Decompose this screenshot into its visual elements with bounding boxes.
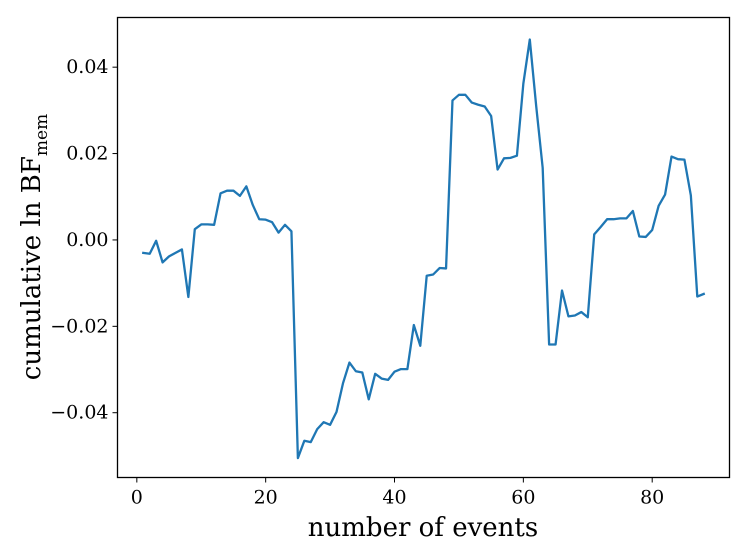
x-tick-label: 0 bbox=[131, 487, 143, 509]
x-axis-label: number of events bbox=[308, 513, 538, 543]
svg-text:cumulative ln BFmem: cumulative ln BFmem bbox=[17, 114, 52, 380]
y-tick-label: −0.02 bbox=[50, 315, 108, 337]
y-axis-label-main: cumulative ln BF bbox=[17, 156, 47, 380]
y-axis-label: cumulative ln BFmem bbox=[17, 114, 52, 380]
axis-ticks: 0 20 40 60 80 −0.04 −0.02 0.00 0.02 0.04 bbox=[50, 56, 664, 508]
plot-frame bbox=[116, 16, 731, 479]
y-tick-label: 0.00 bbox=[66, 229, 108, 251]
y-tick-label: 0.02 bbox=[66, 143, 108, 165]
x-tick-label: 80 bbox=[640, 487, 664, 509]
series-line-0 bbox=[141, 38, 706, 460]
x-tick-label: 40 bbox=[382, 487, 406, 509]
y-tick-label: −0.04 bbox=[50, 402, 108, 424]
x-tick-label: 20 bbox=[254, 487, 278, 509]
series-layer bbox=[141, 38, 706, 460]
y-tick-label: 0.04 bbox=[66, 56, 108, 78]
x-tick-label: 60 bbox=[511, 487, 535, 509]
y-axis-label-subscript: mem bbox=[32, 114, 52, 156]
